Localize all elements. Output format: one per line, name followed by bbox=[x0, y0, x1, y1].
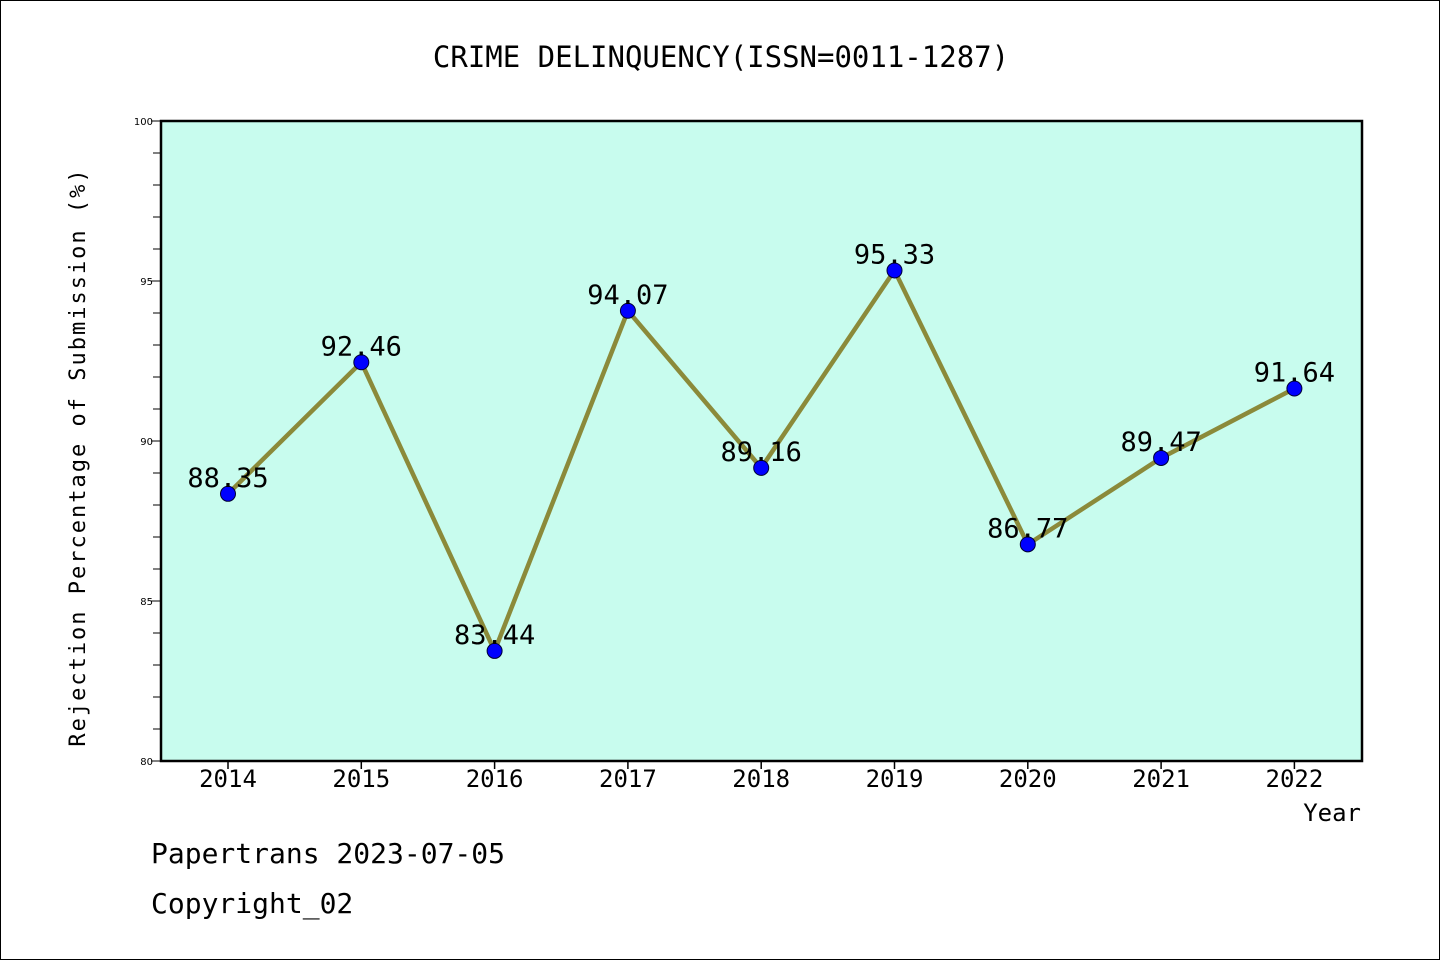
data-point bbox=[1019, 536, 1036, 553]
x-tick-label: 2017 bbox=[599, 765, 657, 793]
data-point bbox=[753, 459, 770, 476]
data-label: 89.47 bbox=[1120, 427, 1201, 458]
plot-background bbox=[161, 121, 1362, 761]
data-point bbox=[353, 354, 370, 371]
data-label: 94.07 bbox=[587, 280, 668, 311]
x-tick-label: 2022 bbox=[1266, 765, 1324, 793]
data-point bbox=[220, 485, 236, 502]
chart-title: CRIME DELINQUENCY(ISSN=0011-1287) bbox=[433, 40, 1009, 74]
x-tick-label: 2015 bbox=[332, 765, 390, 793]
footer-date: Papertrans 2023-07-05 bbox=[151, 837, 506, 870]
data-label: 89.16 bbox=[721, 437, 802, 468]
y-axis-label: Rejection Percentage of Submission (%) bbox=[66, 167, 91, 746]
data-point bbox=[619, 302, 636, 319]
data-point bbox=[1286, 380, 1303, 397]
x-tick-label: 2020 bbox=[999, 765, 1057, 793]
x-tick-label: 2018 bbox=[732, 765, 790, 793]
y-tick-label: 100 bbox=[134, 117, 153, 128]
footer-copyright: Copyright_02 bbox=[151, 887, 354, 920]
data-point bbox=[486, 642, 503, 659]
data-point bbox=[886, 262, 903, 279]
data-point bbox=[1153, 449, 1170, 466]
x-tick-label: 2014 bbox=[199, 765, 257, 793]
data-label: 95.33 bbox=[854, 239, 935, 270]
x-tick-label: 2016 bbox=[466, 765, 524, 793]
data-label: 91.64 bbox=[1254, 358, 1335, 389]
y-tick-label: 85 bbox=[140, 597, 153, 608]
data-label: 92.46 bbox=[321, 331, 402, 362]
x-tick-label: 2019 bbox=[866, 765, 924, 793]
data-label: 83.44 bbox=[454, 620, 535, 651]
y-tick-label: 80 bbox=[140, 757, 153, 768]
y-tick-label: 95 bbox=[140, 277, 153, 288]
x-axis-label: Year bbox=[1303, 799, 1361, 827]
x-tick-label: 2021 bbox=[1132, 765, 1190, 793]
y-tick-label: 90 bbox=[140, 437, 153, 448]
data-label: 86.77 bbox=[987, 513, 1068, 544]
plot-area: 80 85 90 95 100 2014 2015 2016 2017 2018 2019 2020 2… bbox=[134, 117, 1364, 793]
data-label: 88.35 bbox=[187, 463, 268, 494]
